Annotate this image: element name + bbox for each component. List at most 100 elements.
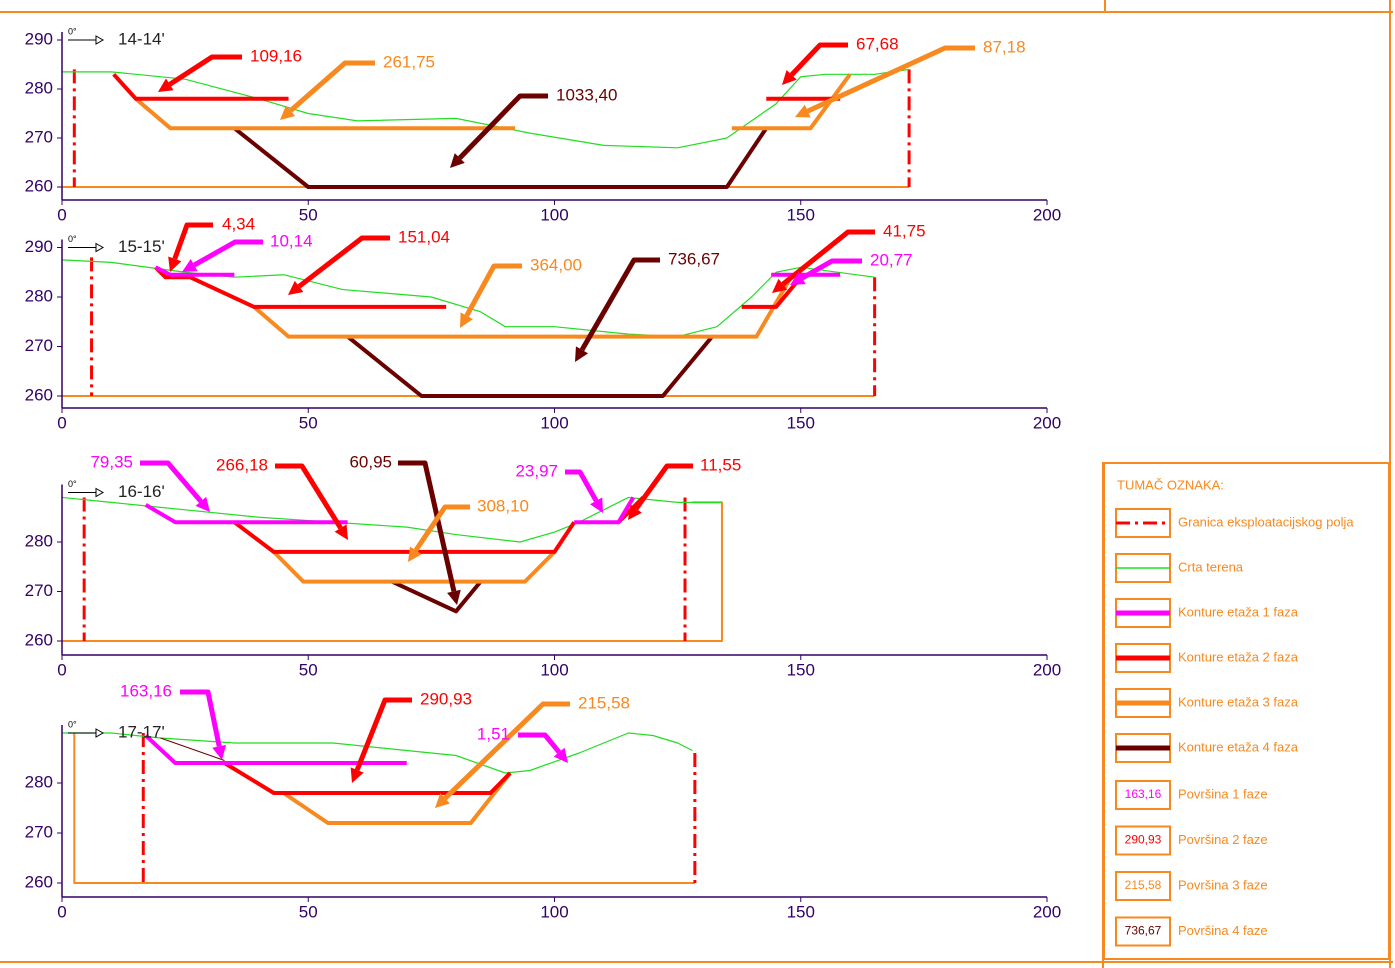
cross-section: 0 50 100 150 200 260 270 280 0° 16-16' 79,35 266,18…	[25, 452, 1062, 679]
area-arrowhead	[450, 153, 465, 168]
contour	[741, 275, 803, 309]
x-tick-label: 0	[57, 205, 66, 224]
area-label: 67,68	[856, 34, 899, 53]
contour	[112, 72, 289, 101]
area-leader	[565, 469, 599, 503]
area-arrowhead	[182, 259, 198, 272]
x-tick-label: 0	[57, 902, 66, 921]
x-tick-label: 200	[1033, 660, 1061, 679]
x-tick-label: 100	[540, 660, 568, 679]
area-leader	[634, 463, 693, 511]
section-title: 14-14'	[118, 29, 165, 48]
area-arrowhead	[168, 256, 182, 272]
contour	[134, 97, 516, 131]
north-angle: 0°	[68, 479, 77, 489]
legend-label: Konture etaža 4 faza	[1178, 739, 1299, 754]
x-tick-label: 150	[787, 902, 815, 921]
area-leader	[579, 257, 660, 352]
y-tick-label: 270	[25, 336, 53, 355]
area-arrowhead	[435, 793, 450, 808]
legend-label: Granica eksploatacijskog polja	[1178, 514, 1354, 529]
legend-sample: 215,58	[1125, 878, 1162, 892]
legend-title: TUMAČ OZNAKA:	[1117, 477, 1224, 492]
area-label: 87,18	[983, 37, 1026, 56]
area-arrowhead	[553, 747, 568, 763]
y-tick-label: 280	[25, 78, 53, 97]
area-label: 736,67	[668, 249, 720, 268]
x-tick-label: 200	[1033, 205, 1061, 224]
contour	[144, 734, 407, 765]
area-leader	[464, 263, 522, 317]
legend-label: Površina 2 faze	[1178, 832, 1268, 847]
contour	[223, 761, 512, 795]
legend-label: Površina 1 faze	[1178, 786, 1268, 801]
area-arrowhead	[447, 589, 461, 605]
area-leader	[518, 732, 562, 754]
area-label: 10,14	[270, 231, 313, 250]
y-tick-label: 260	[25, 630, 53, 649]
legend-swatch-box	[1115, 916, 1171, 947]
area-leader	[781, 229, 875, 287]
y-tick-label: 280	[25, 286, 53, 305]
legend-label: Crta terena	[1178, 559, 1244, 574]
cross-section: 0 50 100 150 200 260 270 280 290 0° 15-15' 4,34 10,1…	[25, 214, 1062, 432]
y-tick-label: 260	[25, 872, 53, 891]
section-title: 15-15'	[118, 237, 165, 256]
legend: TUMAČ OZNAKA: Granica eksploatacijskog po…	[1103, 462, 1390, 960]
area-label: 266,18	[216, 455, 268, 474]
area-arrowhead	[280, 105, 296, 120]
y-tick-label: 290	[25, 237, 53, 256]
contour	[233, 126, 768, 189]
area-arrowhead	[795, 104, 811, 118]
area-leader	[806, 45, 975, 114]
x-tick-label: 50	[299, 413, 318, 432]
area-arrowhead	[575, 346, 589, 362]
area-label: 1,51	[477, 724, 510, 743]
area-arrowhead	[408, 546, 422, 562]
y-tick-label: 280	[25, 531, 53, 550]
area-arrowhead	[772, 278, 788, 293]
legend-sample: 290,93	[1125, 833, 1162, 847]
legend-swatch-box	[1115, 780, 1171, 810]
contour	[731, 73, 852, 131]
area-arrowhead	[158, 78, 174, 92]
contour	[73, 733, 695, 884]
x-tick-label: 0	[57, 413, 66, 432]
area-label: 215,58	[578, 693, 630, 712]
cross-section: 0 50 100 150 200 260 270 280 290 0° 14-14' 109,16 26…	[25, 26, 1062, 224]
area-arrowhead	[790, 271, 806, 285]
x-tick-label: 150	[787, 205, 815, 224]
area-leader	[800, 258, 862, 281]
area-arrowhead	[212, 744, 227, 760]
x-tick-label: 50	[299, 205, 318, 224]
north-angle: 0°	[68, 26, 77, 36]
x-tick-label: 100	[540, 902, 568, 921]
area-leader	[413, 504, 470, 552]
legend-sample: 163,16	[1125, 787, 1162, 801]
x-tick-label: 50	[299, 660, 318, 679]
area-arrowhead	[288, 280, 304, 295]
area-label: 261,75	[383, 52, 435, 71]
area-label: 1033,40	[556, 85, 617, 104]
legend-box	[1103, 462, 1390, 960]
area-label: 163,16	[120, 681, 172, 700]
contour	[61, 496, 722, 543]
contour	[154, 265, 235, 277]
area-label: 79,35	[90, 452, 133, 471]
contour	[391, 579, 483, 614]
legend-label: Konture etaža 2 faza	[1178, 649, 1299, 664]
contour	[144, 503, 348, 525]
area-label: 290,93	[420, 689, 472, 708]
direction-arrowhead	[95, 35, 105, 45]
contour	[160, 737, 225, 761]
legend-label: Površina 3 faze	[1178, 877, 1268, 892]
contour	[346, 335, 714, 398]
section-title: 17-17'	[118, 722, 165, 741]
y-tick-label: 270	[25, 127, 53, 146]
area-arrowhead	[350, 767, 364, 783]
area-leader	[457, 93, 548, 160]
area-label: 11,55	[700, 455, 741, 474]
area-leader	[275, 463, 343, 530]
direction-arrowhead	[95, 728, 105, 738]
